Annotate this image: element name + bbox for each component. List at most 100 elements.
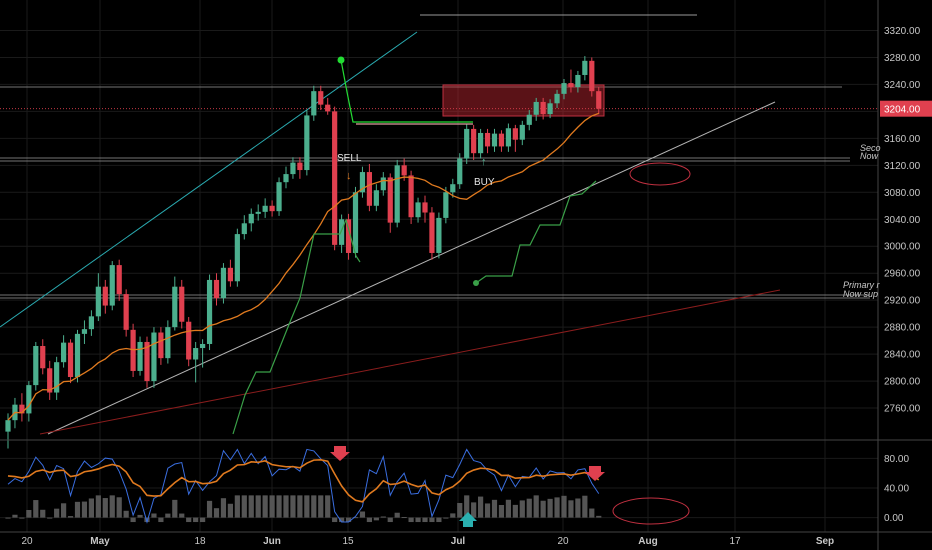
price-tick-label: 3160.00: [884, 134, 921, 145]
histogram-bar: [227, 503, 233, 518]
histogram-bar: [255, 495, 261, 518]
candle-body: [297, 162, 303, 171]
buy-signal-arrow-icon: [459, 512, 477, 527]
candle-body: [352, 192, 359, 253]
candle-body: [484, 132, 491, 147]
histogram-bar: [81, 501, 88, 518]
time-tick-label: 20: [557, 536, 569, 547]
histogram-bar: [40, 509, 46, 518]
histogram-bar: [359, 511, 366, 518]
moving-average-line: [7, 112, 599, 421]
candle-body: [206, 279, 213, 344]
histogram-bar: [116, 497, 122, 518]
price-tick-label: 2840.00: [884, 350, 921, 361]
histogram-bar: [74, 501, 81, 518]
histogram-bar: [512, 504, 518, 518]
stop-start-dot: [473, 280, 479, 286]
histogram-bar: [304, 495, 310, 518]
candle-body: [387, 177, 393, 223]
candle-body: [74, 333, 81, 378]
candle-body: [234, 234, 240, 282]
histogram-bar: [436, 517, 442, 523]
candle-body: [325, 104, 331, 112]
time-tick-label: 18: [194, 536, 206, 547]
trailing-stop-line: [475, 180, 597, 284]
histogram-bar: [109, 495, 115, 518]
trend-lines: [0, 14, 878, 525]
price-tick-label: 2800.00: [884, 377, 921, 388]
candle-body: [582, 60, 588, 75]
histogram-bar: [19, 517, 25, 519]
histogram-bar: [165, 513, 171, 518]
target-ellipse: [629, 162, 691, 186]
histogram-bar: [179, 513, 185, 518]
candle-body: [54, 362, 60, 393]
histogram-bar: [123, 510, 129, 518]
histogram-bar: [206, 500, 213, 518]
candle-body: [373, 190, 379, 206]
buy-label: BUY: [474, 177, 495, 188]
candle-body: [130, 329, 136, 371]
candle-body: [457, 158, 463, 185]
resistance-zone-box: [442, 84, 605, 117]
candle-body: [40, 346, 46, 369]
histogram-bar: [596, 515, 602, 518]
histogram-bar: [408, 517, 414, 523]
candle-body: [491, 133, 498, 147]
candle-body: [283, 174, 289, 183]
candle-body: [67, 342, 74, 378]
candle-body: [109, 265, 115, 306]
price-tick-label: 3120.00: [884, 161, 921, 172]
channel-line: [0, 31, 418, 328]
candle-body: [366, 172, 372, 206]
candle-body: [422, 202, 428, 213]
price-tick-label: 3240.00: [884, 80, 921, 91]
histogram-bar: [102, 498, 108, 518]
candle-body: [186, 321, 192, 360]
candle-body: [526, 114, 532, 125]
histogram-bar: [200, 517, 206, 523]
histogram-bar: [464, 495, 470, 518]
histogram-bar: [491, 499, 498, 518]
histogram-bar: [276, 495, 282, 518]
candle-body: [533, 101, 539, 115]
histogram-bar: [172, 499, 178, 518]
candle-body: [158, 332, 164, 359]
current-price-tag: [880, 100, 932, 117]
note-primary-2: Now sup: [843, 289, 878, 299]
histogram-bar: [318, 495, 324, 518]
histogram-bar: [366, 517, 372, 523]
histogram-bar: [54, 508, 60, 518]
candle-body: [505, 128, 511, 147]
note-primary-1: Primary r: [843, 280, 880, 290]
histogram-bar: [443, 517, 449, 519]
candle-body: [255, 211, 261, 214]
oscillator-fast-line: [7, 448, 600, 524]
histogram-bar: [422, 517, 428, 523]
histogram-bar: [158, 517, 164, 523]
histogram-bar: [262, 495, 268, 518]
price-tick-label: 3280.00: [884, 53, 921, 64]
histogram-bar: [186, 517, 192, 523]
candle-body: [568, 83, 574, 88]
candle-body: [220, 267, 227, 299]
candle-body: [429, 212, 435, 253]
candle-body: [547, 103, 553, 115]
candle-body: [464, 128, 470, 159]
histogram-bar: [429, 517, 435, 523]
candle-body: [332, 111, 338, 245]
histogram-bar: [88, 498, 94, 518]
overlay-lines: ↓↑: [7, 56, 599, 435]
target-ellipse: [612, 497, 690, 525]
histogram-bar: [457, 503, 463, 518]
histogram-bar: [269, 495, 275, 518]
candle-body: [213, 279, 220, 299]
candle-body: [123, 294, 129, 330]
histogram-bar: [95, 495, 101, 518]
histogram-bar: [311, 495, 317, 518]
histogram-bar: [5, 517, 11, 519]
candle-body: [248, 213, 254, 224]
price-tick-label: 2960.00: [884, 269, 921, 280]
sell-signal-arrow-icon: [330, 446, 350, 461]
